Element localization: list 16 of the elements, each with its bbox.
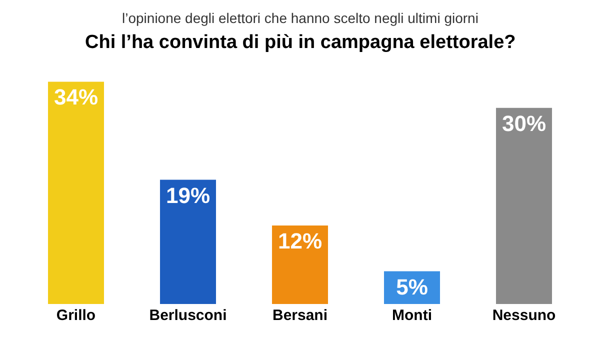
data-label: 34%	[54, 84, 98, 110]
bar	[272, 226, 328, 304]
data-label: 30%	[502, 110, 546, 136]
x-tick-label: Grillo	[56, 307, 96, 324]
x-tick-label: Monti	[392, 307, 432, 324]
bar	[496, 108, 552, 304]
x-tick-label: Bersani	[272, 307, 328, 324]
chart-title: Chi l’ha convinta di più in campagna elettorale?	[85, 32, 516, 53]
data-label: 19%	[166, 182, 210, 208]
x-tick-label: Berlusconi	[149, 307, 227, 324]
bar	[160, 180, 216, 304]
bar	[48, 82, 104, 304]
chart-subtitle: l’opinione degli elettori che hanno scelto negli ultimi giorni	[122, 10, 478, 26]
data-label: 12%	[278, 228, 322, 254]
x-tick-label: Nessuno	[492, 307, 556, 324]
data-label: 5%	[396, 274, 428, 300]
